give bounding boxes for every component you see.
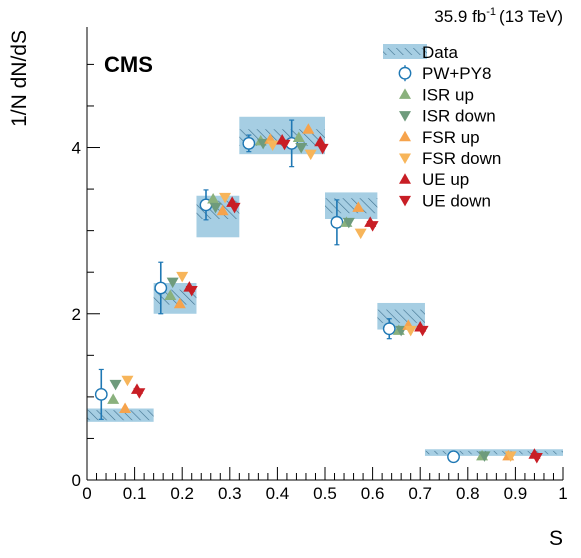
point-pw-py8	[447, 450, 460, 464]
point-ue-down	[185, 285, 198, 297]
point-ue-up	[314, 135, 327, 147]
x-tick-label: 0.4	[266, 484, 290, 503]
x-tick-label: 1	[558, 484, 567, 503]
point-isr-up	[164, 289, 177, 300]
point-fsr-down	[404, 325, 417, 337]
point-isr-down	[342, 217, 355, 229]
point-ue-down	[133, 388, 146, 399]
legend-label: UE up	[422, 170, 469, 189]
legend-label: PW+PY8	[422, 64, 491, 83]
point-isr-up	[107, 393, 120, 404]
x-tick-label: 0.9	[504, 484, 528, 503]
point-ue-down	[366, 221, 379, 232]
point-isr-down	[209, 202, 222, 214]
lumi-value: 35.9 fb	[434, 7, 486, 26]
legend-item: UE up	[399, 170, 469, 189]
legend-label: FSR up	[422, 128, 480, 147]
point-fsr-down	[266, 140, 279, 152]
point-fsr-up	[302, 123, 315, 134]
x-tick-label: 0.7	[408, 484, 432, 503]
x-tick-label: 0.1	[123, 484, 147, 503]
lumi-label: 35.9 fb-1 (13 TeV)	[434, 6, 563, 26]
y-tick-label: 4	[72, 139, 81, 158]
point-pw-py8	[94, 387, 108, 401]
legend-label: Data	[422, 43, 458, 62]
legend-label: ISR down	[422, 107, 496, 126]
experiment-label: CMS	[104, 52, 153, 77]
x-tick-label: 0.6	[361, 484, 385, 503]
point-isr-up	[207, 193, 220, 204]
x-tick-label: 0	[82, 484, 91, 503]
legend-label: ISR up	[422, 85, 474, 104]
legend-marker	[399, 173, 411, 184]
legend-item: Data	[383, 43, 458, 62]
point-ue-down	[530, 453, 543, 464]
point-ue-down	[278, 139, 291, 151]
legend-label: UE down	[422, 191, 491, 210]
point-fsr-down	[354, 228, 367, 240]
legend-marker	[399, 153, 411, 164]
x-axis-title: S	[549, 527, 563, 550]
legend-item: PW+PY8	[398, 64, 491, 83]
y-tick-label: 0	[72, 471, 81, 490]
y-tick-label: 2	[72, 305, 81, 324]
legend-marker	[399, 130, 411, 142]
point-fsr-down	[504, 451, 517, 462]
point-ue-down	[416, 325, 429, 337]
legend-label: FSR down	[422, 149, 501, 168]
legend-item: ISR down	[399, 107, 496, 126]
point-fsr-up	[216, 204, 229, 216]
point-isr-down	[478, 451, 491, 462]
legend-item: ISR up	[399, 85, 474, 104]
point-pw-py8	[154, 281, 168, 295]
legend-marker	[399, 88, 411, 99]
x-tick-label: 0.5	[313, 484, 337, 503]
point-fsr-down	[121, 375, 134, 387]
point-isr-down	[295, 143, 308, 154]
point-isr-down	[109, 379, 122, 391]
energy-label: (13 TeV)	[499, 7, 563, 26]
x-tick-label: 0.8	[456, 484, 480, 503]
data-stat-hatch	[424, 450, 563, 455]
point-pw-py8	[242, 136, 256, 150]
legend-marker	[398, 66, 412, 80]
point-fsr-up	[173, 297, 186, 309]
point-isr-up	[292, 131, 305, 143]
data-stat-hatch	[377, 309, 425, 323]
point-ue-down	[316, 143, 329, 155]
legend-item: FSR down	[399, 149, 501, 168]
point-fsr-down	[219, 192, 232, 204]
point-pw-py8	[330, 215, 344, 229]
x-tick-label: 0.2	[170, 484, 194, 503]
point-ue-down	[228, 202, 241, 214]
point-isr-down	[166, 277, 179, 289]
legend-marker	[399, 111, 411, 122]
x-tick-label: 0.3	[218, 484, 242, 503]
point-fsr-up	[119, 402, 132, 414]
point-fsr-down	[304, 149, 317, 161]
legend-item: FSR up	[399, 128, 480, 147]
lumi-exponent: -1	[486, 6, 496, 18]
legend-marker	[399, 195, 411, 207]
data-stat-hatch	[87, 410, 154, 421]
y-axis-title: 1/N dN/dS	[8, 30, 31, 127]
legend-data-hatch	[383, 48, 427, 55]
point-pw-py8	[382, 322, 396, 336]
point-fsr-up	[352, 201, 365, 212]
legend-item: UE down	[399, 191, 491, 210]
data-stat-hatch	[325, 198, 378, 214]
point-fsr-down	[176, 271, 189, 283]
legend: Data PW+PY8 ISR up ISR down FSR up FSR down UE…	[383, 43, 501, 210]
data-stat-hatch	[153, 289, 197, 305]
